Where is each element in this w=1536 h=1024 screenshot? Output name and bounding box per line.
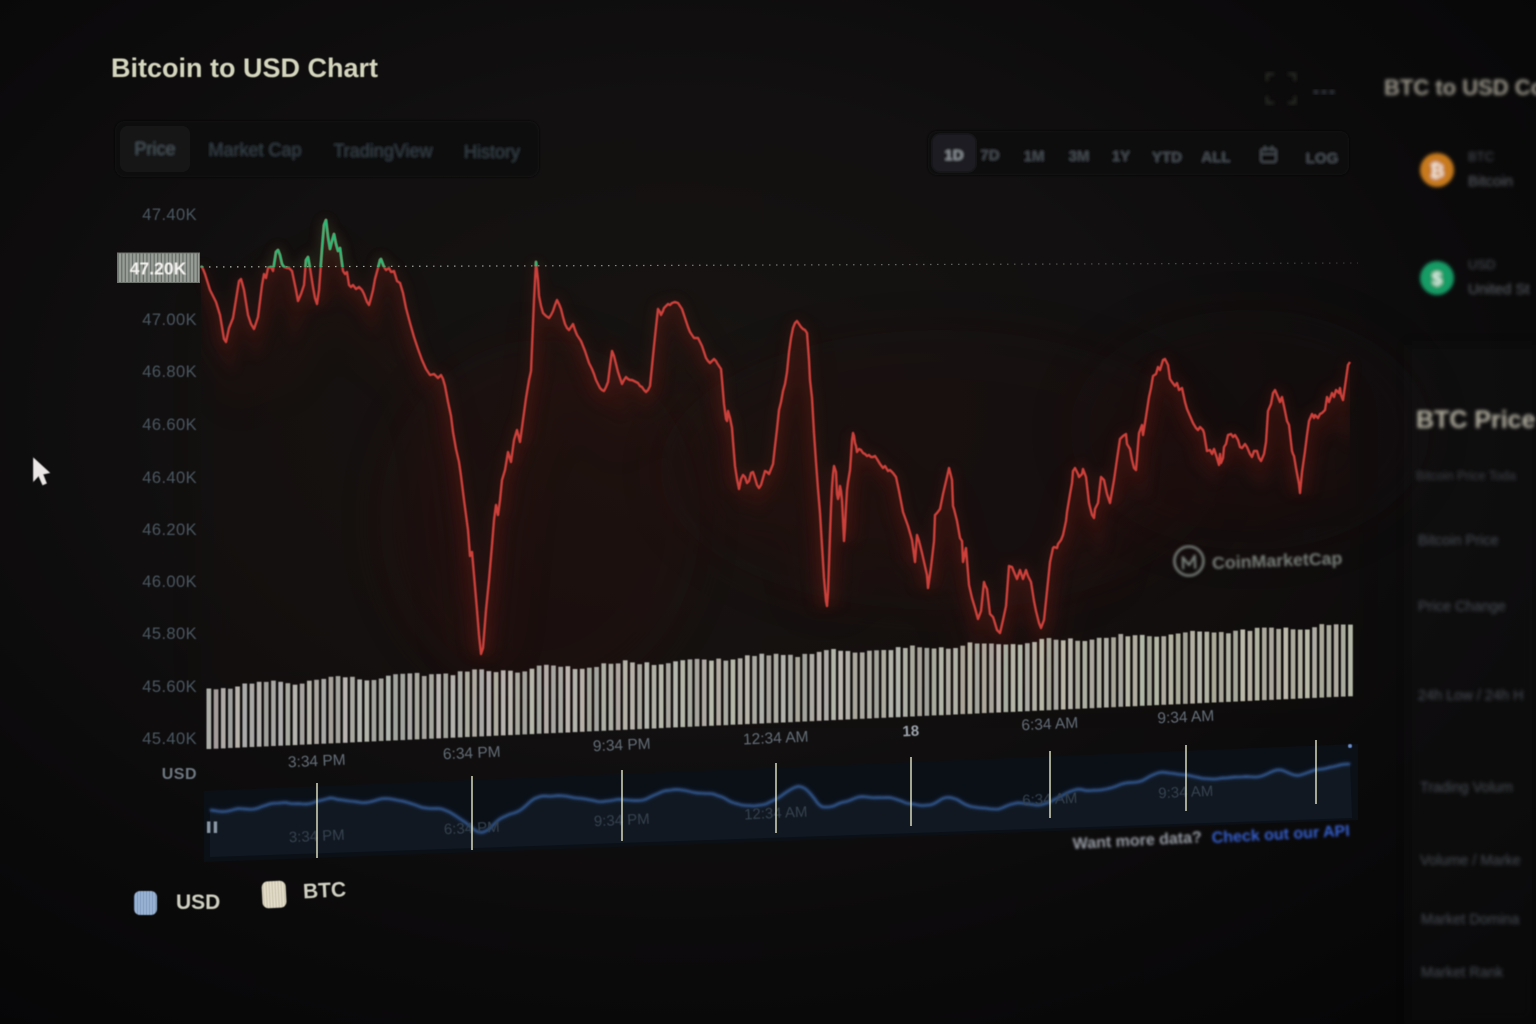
svg-text:Trading Volum: Trading Volum bbox=[1420, 780, 1513, 796]
svg-text:USD: USD bbox=[1468, 257, 1495, 272]
svg-text:46.80K: 46.80K bbox=[142, 363, 197, 381]
svg-text:LOG: LOG bbox=[1306, 150, 1339, 167]
svg-text:Market Domina: Market Domina bbox=[1421, 912, 1520, 928]
svg-text:Want more data?: Want more data? bbox=[1072, 829, 1202, 853]
svg-text:Bitcoin to USD Chart: Bitcoin to USD Chart bbox=[111, 53, 378, 83]
svg-text:Price: Price bbox=[134, 139, 175, 159]
svg-text:12:34 AM: 12:34 AM bbox=[743, 729, 809, 749]
svg-text:9:34 AM: 9:34 AM bbox=[1157, 708, 1215, 728]
svg-text:9:34 PM: 9:34 PM bbox=[593, 736, 651, 756]
svg-text:Volume / Marke: Volume / Marke bbox=[1420, 853, 1521, 869]
svg-text:Bitcoin Price Toda: Bitcoin Price Toda bbox=[1416, 469, 1516, 483]
svg-text:24h Low / 24h H: 24h Low / 24h H bbox=[1418, 688, 1524, 704]
svg-text:45.60K: 45.60K bbox=[142, 678, 197, 696]
svg-text:Price Change: Price Change bbox=[1418, 599, 1506, 615]
svg-text:BTC to USD Con: BTC to USD Con bbox=[1384, 75, 1536, 100]
svg-text:47.40K: 47.40K bbox=[142, 206, 197, 224]
svg-text:46.20K: 46.20K bbox=[142, 521, 197, 539]
svg-text:USD: USD bbox=[176, 891, 220, 914]
svg-text:$: $ bbox=[1432, 269, 1442, 289]
svg-text:3M: 3M bbox=[1069, 148, 1090, 165]
svg-text:USD: USD bbox=[162, 766, 197, 783]
svg-text:Bitcoin: Bitcoin bbox=[1468, 173, 1513, 190]
svg-text:47.00K: 47.00K bbox=[142, 311, 197, 329]
svg-text:18: 18 bbox=[902, 723, 919, 741]
svg-text:▌▌: ▌▌ bbox=[207, 821, 220, 833]
svg-text:BTC: BTC bbox=[302, 878, 346, 903]
svg-text:BTC Price St: BTC Price St bbox=[1416, 406, 1536, 434]
svg-text:45.40K: 45.40K bbox=[142, 730, 197, 748]
svg-text:History: History bbox=[464, 142, 520, 162]
svg-text:ALL: ALL bbox=[1201, 149, 1230, 166]
svg-text:1M: 1M bbox=[1024, 148, 1045, 165]
svg-text:45.80K: 45.80K bbox=[142, 625, 197, 643]
svg-text:6:34 PM: 6:34 PM bbox=[443, 744, 501, 764]
svg-text:BTC: BTC bbox=[1468, 149, 1494, 164]
svg-text:6:34 AM: 6:34 AM bbox=[1021, 715, 1079, 735]
svg-text:Market Cap: Market Cap bbox=[208, 140, 301, 160]
svg-text:₿: ₿ bbox=[1430, 161, 1445, 181]
svg-text:Market Rank: Market Rank bbox=[1421, 965, 1504, 981]
svg-text:46.40K: 46.40K bbox=[142, 469, 197, 487]
svg-text:1Y: 1Y bbox=[1112, 148, 1130, 165]
svg-text:47.20K: 47.20K bbox=[130, 259, 187, 279]
svg-text:46.00K: 46.00K bbox=[142, 573, 197, 591]
svg-text:TradingView: TradingView bbox=[333, 141, 433, 161]
svg-text:7D: 7D bbox=[980, 147, 999, 164]
svg-text:YTD: YTD bbox=[1152, 149, 1182, 166]
svg-text:United St: United St bbox=[1468, 281, 1531, 298]
svg-text:1D: 1D bbox=[944, 147, 963, 164]
svg-text:46.60K: 46.60K bbox=[142, 416, 197, 434]
svg-text:Bitcoin Price: Bitcoin Price bbox=[1418, 533, 1499, 549]
svg-text:3:34 PM: 3:34 PM bbox=[288, 752, 346, 772]
